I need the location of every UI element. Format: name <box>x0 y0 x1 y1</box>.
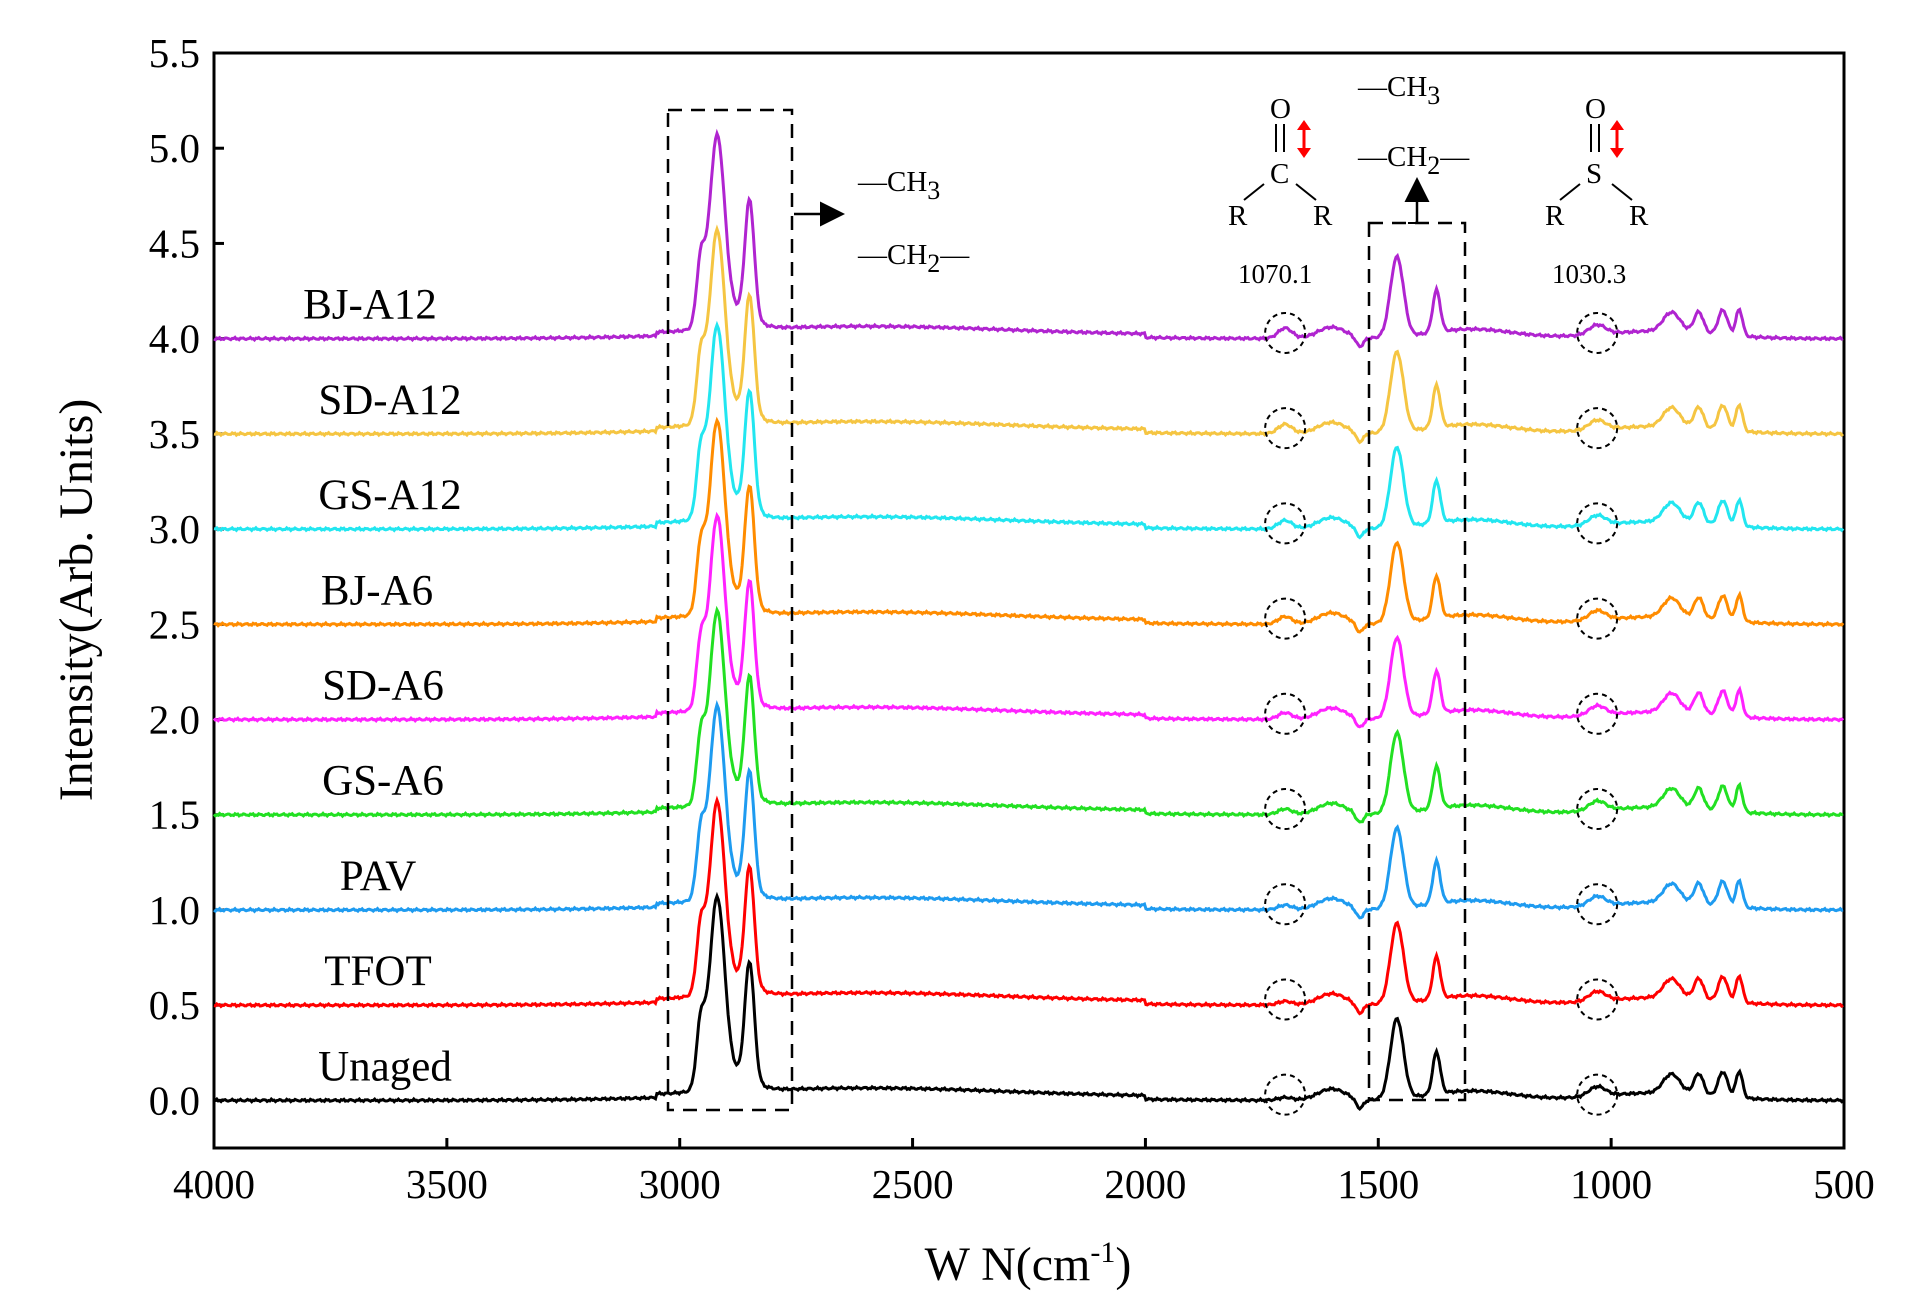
ch2-label-right: —CH2— <box>1357 141 1470 180</box>
ch-bend-region-box <box>1367 221 1467 1102</box>
svg-text:R: R <box>1545 200 1565 232</box>
series-line <box>213 128 1844 349</box>
series-label: SD-A6 <box>322 663 444 710</box>
series-label: BJ-A6 <box>321 567 433 614</box>
peak-circle <box>1576 597 1619 640</box>
series-line <box>213 795 1844 1016</box>
series-line <box>213 224 1844 445</box>
y-tick-label: 2.5 <box>149 601 200 647</box>
svg-text:R: R <box>1228 200 1248 232</box>
peak-circle <box>1264 788 1307 831</box>
peak-circle <box>1576 692 1619 735</box>
series-label: GS-A12 <box>318 472 461 519</box>
svg-text:C: C <box>1270 158 1289 190</box>
ch2-label-left: —CH2— <box>857 239 970 278</box>
plot-frame <box>212 51 1846 1150</box>
x-tick-label: 4000 <box>173 1161 255 1207</box>
ch3-label-right: —CH3 <box>1357 71 1440 110</box>
carbonyl-wavenumber: 1070.1 <box>1238 259 1312 289</box>
series-line <box>213 699 1844 920</box>
peak-circle <box>1576 502 1619 545</box>
x-axis-title: W N(cm-1) <box>925 1236 1132 1291</box>
svg-text:O: O <box>1585 93 1606 125</box>
peak-circle <box>1576 883 1619 926</box>
y-tick-label: 3.5 <box>149 411 200 457</box>
peak-circle <box>1576 1073 1619 1116</box>
y-tick-label: 5.0 <box>149 125 200 171</box>
peak-circle <box>1264 502 1307 545</box>
series-label: SD-A12 <box>318 377 461 424</box>
y-tick-label: 1.5 <box>149 792 200 838</box>
sulfoxide-wavenumber: 1030.3 <box>1552 259 1626 289</box>
peak-circle <box>1264 883 1307 926</box>
y-tick-label: 0.0 <box>149 1077 200 1123</box>
series-label: BJ-A12 <box>303 282 437 329</box>
svg-text:S: S <box>1586 158 1602 190</box>
y-tick-label: 5.5 <box>149 30 200 76</box>
x-tick-label: 1500 <box>1337 1161 1419 1207</box>
peak-circle <box>1264 978 1307 1021</box>
ch3-label-left: —CH3 <box>857 166 940 205</box>
series-label: Unaged <box>318 1043 452 1090</box>
x-tick-label: 3000 <box>639 1161 721 1207</box>
ch-stretch-region-box <box>666 108 794 1112</box>
y-tick-label: 4.0 <box>149 316 200 362</box>
series-line <box>213 320 1845 540</box>
svg-text:R: R <box>1313 200 1333 232</box>
y-axis-title: Intensity(Arb. Units) <box>50 399 103 802</box>
x-axis-ticks: 4000 3500 3000 2500 2000 1500 1000 500 <box>173 1138 1875 1207</box>
series-label: TFOT <box>324 948 432 995</box>
y-tick-label: 4.5 <box>149 220 200 266</box>
svg-text:R: R <box>1629 200 1649 232</box>
peak-circle <box>1576 978 1619 1021</box>
x-tick-label: 2000 <box>1104 1161 1186 1207</box>
svg-text:O: O <box>1270 93 1291 125</box>
peak-circle <box>1576 788 1619 831</box>
series-line <box>213 891 1845 1111</box>
y-tick-label: 3.0 <box>149 506 200 552</box>
carbonyl-structure: O C R R <box>1228 93 1333 232</box>
peak-circles <box>1264 311 1619 1116</box>
x-tick-label: 1000 <box>1570 1161 1652 1207</box>
series-line <box>212 511 1845 729</box>
series-label: PAV <box>340 853 417 900</box>
peak-circle <box>1264 407 1307 450</box>
peak-circle <box>1264 692 1307 735</box>
peak-circle <box>1264 597 1307 640</box>
y-tick-label: 2.0 <box>149 697 200 743</box>
y-axis-ticks: 0.0 0.5 1.0 1.5 2.0 2.5 3.0 3.5 4.0 4.5 5.0 5.5 <box>149 30 224 1123</box>
peak-circle <box>1264 311 1307 354</box>
series-line <box>212 605 1844 824</box>
y-tick-label: 0.5 <box>149 982 200 1028</box>
series-curves <box>212 128 1845 1111</box>
series-label: GS-A6 <box>322 758 444 805</box>
peak-circle <box>1264 1073 1307 1116</box>
x-tick-label: 2500 <box>872 1161 954 1207</box>
series-line <box>213 416 1845 634</box>
peak-circle <box>1576 311 1619 354</box>
series-labels: Unaged TFOT PAV GS-A6 SD-A6 BJ-A6 GS-A12 SD-A12… <box>303 282 462 1091</box>
y-tick-label: 1.0 <box>149 887 200 933</box>
x-tick-label: 3500 <box>406 1161 488 1207</box>
peak-circle <box>1576 407 1619 450</box>
x-tick-label: 500 <box>1813 1161 1875 1207</box>
sulfoxide-structure: O S R R <box>1545 93 1649 232</box>
